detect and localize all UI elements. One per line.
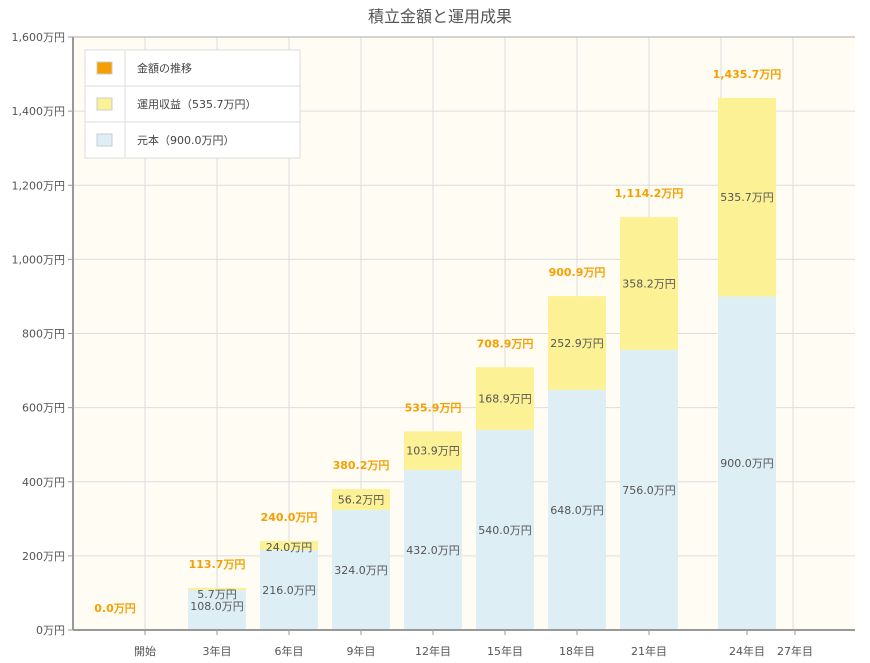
bar-segment bbox=[620, 217, 678, 350]
legend-swatch bbox=[96, 133, 113, 147]
bar-data-label: 56.2万円 bbox=[338, 494, 385, 507]
bar-data-label: 648.0万円 bbox=[550, 504, 604, 517]
bar-data-label: 5.7万円 bbox=[197, 588, 237, 601]
x-tick-label: 18年目 bbox=[559, 644, 595, 658]
total-label: 380.2万円 bbox=[333, 459, 390, 472]
total-label: 708.9万円 bbox=[477, 337, 534, 350]
bar-segment bbox=[404, 431, 462, 470]
bar-data-label: 324.0万円 bbox=[334, 564, 388, 577]
bar-segment bbox=[718, 97, 776, 297]
bar-segment bbox=[548, 296, 606, 390]
total-label: 240.0万円 bbox=[261, 511, 318, 524]
legend-label: 元本（900.0万円） bbox=[137, 133, 235, 147]
y-tick-label: 1,600万円 bbox=[12, 31, 66, 44]
bar-data-label: 103.9万円 bbox=[406, 445, 460, 458]
y-tick-label: 0万円 bbox=[36, 624, 65, 637]
x-tick-label: 21年目 bbox=[631, 644, 667, 658]
total-label: 0.0万円 bbox=[94, 602, 136, 615]
bar-data-label: 24.0万円 bbox=[266, 541, 313, 554]
y-tick-label: 1,000万円 bbox=[12, 253, 66, 266]
bar-segment bbox=[332, 509, 390, 630]
bar-segment bbox=[404, 469, 462, 630]
y-tick-label: 600万円 bbox=[22, 402, 65, 415]
bar-segment bbox=[260, 541, 318, 550]
x-tick-label: 6年目 bbox=[275, 644, 304, 658]
x-tick-label: 開始 bbox=[134, 644, 156, 658]
bar-segment bbox=[188, 589, 246, 630]
bar-data-label: 108.0万円 bbox=[190, 600, 244, 613]
bar-segment bbox=[718, 296, 776, 630]
y-tick-label: 1,200万円 bbox=[12, 179, 66, 192]
x-tick-label: 3年目 bbox=[203, 644, 232, 658]
bar-segment bbox=[476, 367, 534, 430]
y-tick-label: 1,400万円 bbox=[12, 105, 66, 118]
total-label: 535.9万円 bbox=[405, 401, 462, 414]
bar-segment bbox=[476, 429, 534, 630]
bar-segment bbox=[260, 549, 318, 630]
total-label: 900.9万円 bbox=[549, 266, 606, 279]
x-tick-label: 24年目 bbox=[729, 644, 765, 658]
total-label: 113.7万円 bbox=[189, 558, 246, 571]
bar-segment bbox=[548, 389, 606, 630]
x-tick-label: 9年目 bbox=[347, 644, 376, 658]
total-label: 1,114.2万円 bbox=[615, 187, 684, 200]
legend-swatch bbox=[96, 97, 113, 111]
legend-label: 金額の推移 bbox=[137, 61, 192, 75]
bar-data-label: 540.0万円 bbox=[478, 524, 532, 537]
legend-label: 運用収益（535.7万円） bbox=[137, 97, 257, 111]
bar-data-label: 432.0万円 bbox=[406, 544, 460, 557]
x-tick-label: 27年目 bbox=[777, 644, 813, 658]
bar-data-label: 216.0万円 bbox=[262, 584, 316, 597]
x-tick-label: 15年目 bbox=[487, 644, 523, 658]
bar-segment bbox=[620, 349, 678, 630]
bar-data-label: 252.9万円 bbox=[550, 337, 604, 350]
bar-segment bbox=[332, 489, 390, 510]
legend-swatch bbox=[96, 61, 113, 75]
bar-data-label: 168.9万円 bbox=[478, 393, 532, 406]
y-tick-label: 800万円 bbox=[22, 328, 65, 341]
total-label: 1,435.7万円 bbox=[713, 68, 782, 81]
x-tick-label: 12年目 bbox=[415, 644, 451, 658]
chart-title: 積立金額と運用成果 bbox=[368, 7, 512, 26]
bar-data-label: 535.7万円 bbox=[720, 191, 774, 204]
bar-segment bbox=[188, 587, 246, 590]
y-tick-label: 200万円 bbox=[22, 550, 65, 563]
bar-data-label: 756.0万円 bbox=[622, 484, 676, 497]
y-tick-label: 400万円 bbox=[22, 476, 65, 489]
bar-data-label: 358.2万円 bbox=[622, 277, 676, 290]
legend-box bbox=[84, 49, 301, 159]
bar-data-label: 900.0万円 bbox=[720, 457, 774, 470]
